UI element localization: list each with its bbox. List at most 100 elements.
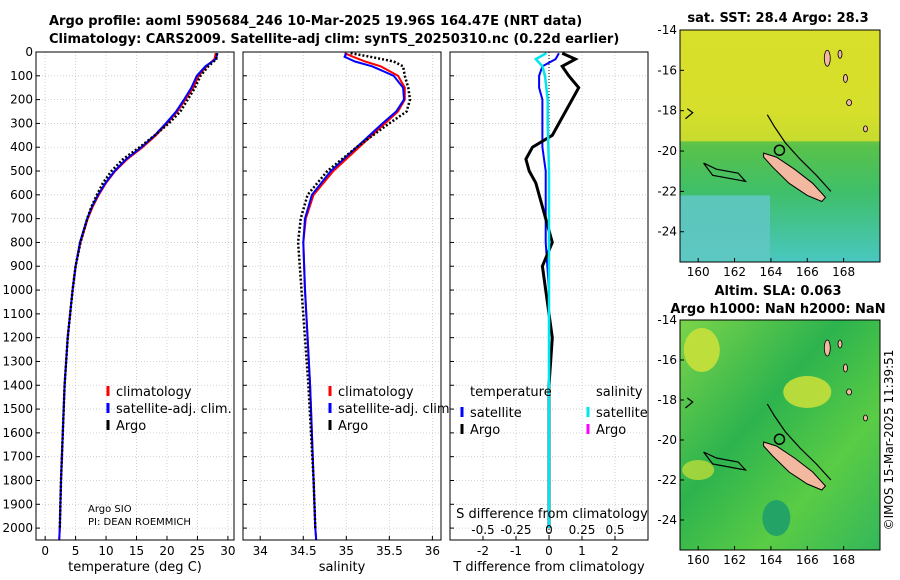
reef-contour: [703, 451, 748, 471]
y-tick-label: 1600: [2, 426, 33, 440]
vanuatu-island: [846, 99, 852, 107]
lat-tick-label: -24: [657, 513, 677, 527]
y-tick-label: 500: [10, 164, 33, 178]
lon-tick-label: 166: [796, 265, 819, 279]
panel-salinity: 34 34.5 35 35.5 36 salinity climatology satelli…: [242, 51, 454, 575]
legend-label: Argo: [470, 423, 500, 438]
lat-tick-label: -20: [657, 144, 677, 158]
legend-label: satellite: [596, 406, 648, 421]
x-tick-label: -2: [477, 544, 489, 558]
x-axis-label: T difference from climatology: [452, 560, 645, 575]
new-caledonia-land: [763, 152, 827, 203]
secondary-tick-label: 0: [545, 523, 553, 537]
lon-tick-label: 160: [687, 265, 710, 279]
y-tick-label: 1500: [2, 402, 33, 416]
lat-tick-label: -22: [657, 473, 677, 487]
credit-line1: Argo SIO: [88, 504, 132, 515]
figure-title-line1: Argo profile: aoml 5905684_246 10-Mar-20…: [49, 14, 583, 29]
reef-contour: [703, 162, 748, 183]
x-tick-label: 0: [545, 544, 553, 558]
x-tick-label: 5: [72, 544, 80, 558]
y-tick-label: 1800: [2, 473, 33, 487]
y-tick-label: 1200: [2, 331, 33, 345]
map-low-anomaly: [762, 500, 791, 536]
vanuatu-island: [846, 388, 852, 396]
map-high-anomaly: [683, 328, 720, 372]
y-tick-label: 0: [25, 45, 33, 59]
lat-tick-label: -20: [657, 433, 677, 447]
plot-frame: [35, 51, 235, 541]
vanuatu-island: [863, 125, 868, 133]
map-sst: 160 162 164 166 168 -14 -16 -18 -20 -22 -24 sat. SS…: [657, 11, 881, 279]
lon-tick-label: 162: [723, 265, 746, 279]
legend-label: climatology: [116, 385, 192, 400]
x-tick-label: 25: [190, 544, 205, 558]
imos-timestamp: ©IMOS 15-Mar-2025 11:39:51: [882, 350, 896, 531]
vanuatu-island: [823, 49, 831, 67]
reef-contour: [766, 403, 832, 481]
lon-tick-label: 164: [759, 265, 782, 279]
plot-area: [243, 52, 441, 540]
secondary-tick-label: 0.5: [605, 523, 624, 537]
series-line-argo: [58, 53, 219, 529]
y-tick-label: 300: [10, 116, 33, 130]
float-position-marker: [773, 433, 786, 445]
x-tick-label: 10: [98, 544, 113, 558]
lat-tick-label: -16: [657, 353, 677, 367]
lon-tick-label: 168: [832, 553, 855, 567]
map-high-anomaly: [783, 376, 832, 408]
vanuatu-island: [823, 339, 831, 357]
legend-label: satellite-adj. clim.: [338, 402, 454, 417]
secondary-tick-label: -0.5: [471, 523, 494, 537]
map-frame: [679, 29, 881, 263]
y-tick-label: 1700: [2, 450, 33, 464]
x-tick-label: 1: [578, 544, 586, 558]
x-tick-label: 34: [253, 544, 268, 558]
series-line-argo: [296, 51, 412, 529]
lon-tick-label: 166: [796, 553, 819, 567]
series-line-satellite-adj-clim-: [58, 52, 219, 541]
lat-tick-label: -14: [657, 23, 677, 37]
vanuatu-island: [837, 339, 843, 349]
legend-label: satellite-adj. clim.: [116, 402, 232, 417]
legend-group-title: temperature: [470, 385, 552, 400]
y-tick-label: 800: [10, 235, 33, 249]
x-axis-label: salinity: [319, 560, 366, 575]
x-tick-label: 20: [159, 544, 174, 558]
y-tick-label: 900: [10, 259, 33, 273]
series-line-temperature-argo: [524, 51, 581, 529]
legend-label: Argo: [116, 419, 146, 434]
panel-differences: -2 -1 0 1 2 T difference from climatology S di…: [449, 51, 649, 575]
legend-group-title: salinity: [596, 385, 643, 400]
series-line-salinity-satellite: [533, 52, 551, 529]
lat-tick-label: -16: [657, 63, 677, 77]
y-tick-label: 400: [10, 140, 33, 154]
x-tick-label: -1: [510, 544, 522, 558]
y-tick-label: 1900: [2, 497, 33, 511]
legend-label: Argo: [338, 419, 368, 434]
x-tick-label: 35.5: [376, 544, 403, 558]
lat-tick-label: -22: [657, 184, 677, 198]
map-warm-region: [680, 30, 880, 142]
lat-tick-label: -18: [657, 104, 677, 118]
y-tick-label: 700: [10, 212, 33, 226]
y-tick-label: 1000: [2, 283, 33, 297]
new-caledonia-land: [763, 441, 827, 491]
x-tick-label: 15: [129, 544, 144, 558]
lon-tick-label: 168: [832, 265, 855, 279]
credit-line2: PI: DEAN ROEMMICH: [88, 517, 191, 528]
y-tick-label: 1300: [2, 354, 33, 368]
vanuatu-island: [843, 74, 848, 83]
map-title: sat. SST: 28.4 Argo: 28.3: [687, 11, 868, 26]
map-high-anomaly: [682, 460, 715, 480]
series-line-satellite-adj-clim-: [302, 52, 406, 541]
lat-tick-label: -24: [657, 225, 677, 239]
vanuatu-island: [863, 414, 868, 422]
plot-frame: [242, 51, 442, 541]
secondary-tick-label: 0.25: [569, 523, 596, 537]
secondary-tick-label: -0.25: [500, 523, 531, 537]
plot-area: [36, 52, 234, 540]
plot-frame: [449, 51, 649, 541]
reef-contour: [685, 397, 694, 409]
